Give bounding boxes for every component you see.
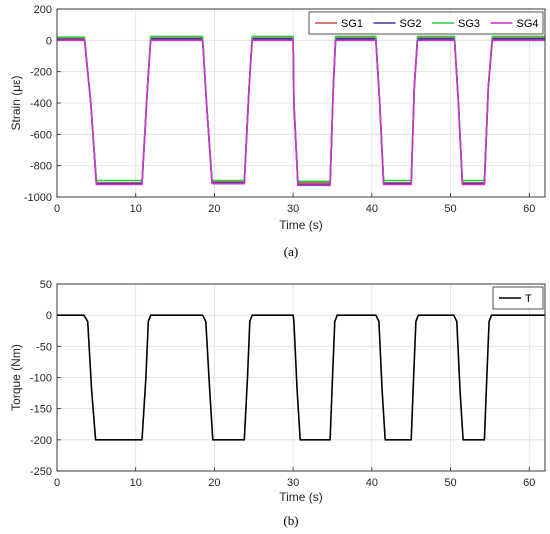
legend-label-sg4: SG4 [517,18,539,30]
series-line-t [57,314,545,441]
y-tick-label: -100 [30,373,52,385]
y-tick-label: -200 [30,67,52,79]
y-axis-label: Strain (με) [9,76,23,131]
axes-frame [56,283,546,472]
y-tick-label: -800 [30,161,52,173]
x-tick-label: 0 [54,477,60,489]
x-tick-label: 0 [54,203,60,215]
x-tick-label: 30 [287,203,299,215]
x-tick-label: 20 [208,203,220,215]
torque-chart: 0 10 20 30 40 50 60 50 0 -50 -100 -150 -200 -250 T Time… [9,279,546,528]
x-tick-label: 20 [208,477,220,489]
legend: T [492,286,544,310]
legend-label-sg1: SG1 [341,18,363,30]
panel-caption: (b) [283,513,298,528]
strain-chart: 0 10 20 30 40 50 60 200 0 -200 -400 -600 -800 -1000 SG… [9,4,546,259]
y-tick-label: -1000 [24,192,52,204]
x-tick-label: 40 [366,477,378,489]
legend-box [308,11,544,35]
x-axis-label: Time (s) [279,218,323,232]
y-tick-label: 0 [46,35,52,47]
x-tick-label: 60 [523,203,535,215]
legend-label-t: T [525,293,532,305]
x-tick-label: 60 [523,477,535,489]
x-tick-label: 50 [444,477,456,489]
y-tick-label: -150 [30,404,52,416]
y-tick-label: -50 [36,341,52,353]
y-tick-label: 50 [40,279,52,291]
y-tick-label: -250 [30,466,52,478]
y-tick-label: -200 [30,435,52,447]
x-axis-label: Time (s) [279,490,323,504]
x-tick-label: 10 [130,203,142,215]
panel-caption: (a) [284,244,298,259]
y-tick-label: 200 [34,4,52,16]
y-tick-label: -600 [30,129,52,141]
legend: SG1 SG2 SG3 SG4 [308,11,544,35]
x-tick-label: 50 [444,203,456,215]
y-axis-label: Torque (Nm) [9,344,23,411]
axes-frame [56,8,546,198]
legend-label-sg2: SG2 [400,18,422,30]
y-tick-label: -400 [30,98,52,110]
x-tick-label: 10 [130,477,142,489]
legend-label-sg3: SG3 [458,18,480,30]
series-line-sg4 [57,39,545,187]
x-tick-label: 30 [287,477,299,489]
y-tick-label: 0 [46,310,52,322]
x-tick-label: 40 [366,203,378,215]
